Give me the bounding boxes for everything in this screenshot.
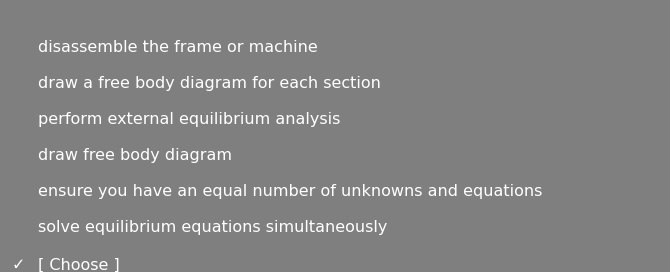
Text: ensure you have an equal number of unknowns and equations: ensure you have an equal number of unkno… [38,184,543,199]
Text: draw a free body diagram for each section: draw a free body diagram for each sectio… [38,76,381,91]
Text: perform external equilibrium analysis: perform external equilibrium analysis [38,112,340,127]
Text: disassemble the frame or machine: disassemble the frame or machine [38,40,318,55]
Text: solve equilibrium equations simultaneously: solve equilibrium equations simultaneous… [38,220,387,235]
Text: draw free body diagram: draw free body diagram [38,148,232,163]
Text: [ Choose ]: [ Choose ] [38,258,120,272]
Text: ✓: ✓ [12,258,25,272]
